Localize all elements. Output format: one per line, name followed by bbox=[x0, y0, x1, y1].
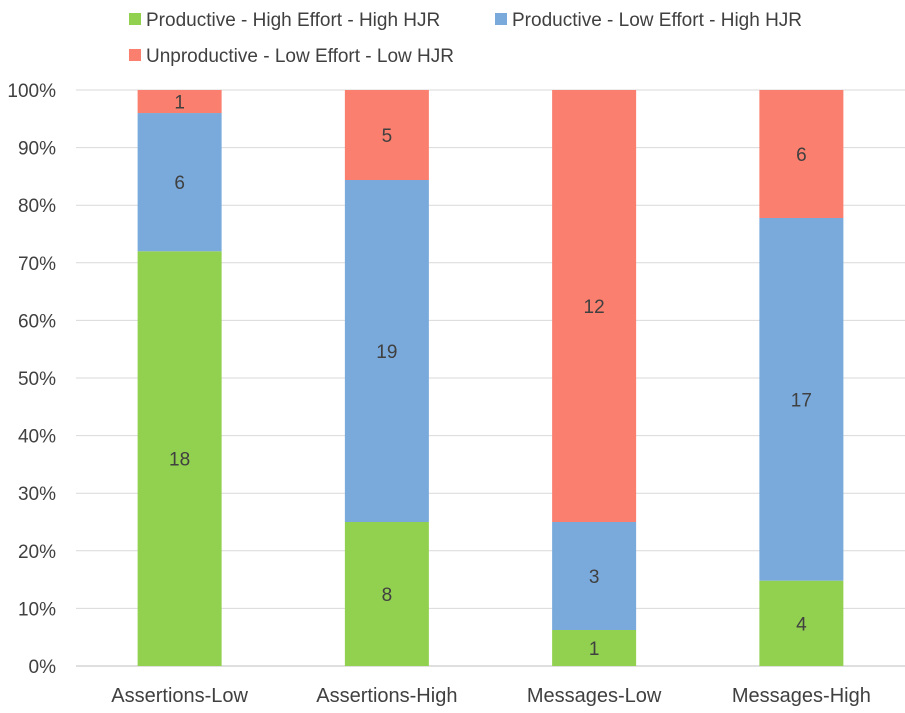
y-tick-label: 10% bbox=[18, 599, 56, 620]
legend-label: Unproductive - Low Effort - Low HJR bbox=[146, 46, 454, 67]
data-label: 8 bbox=[382, 585, 393, 606]
x-tick-label: Assertions-High bbox=[316, 685, 457, 707]
bar-segment bbox=[759, 218, 844, 581]
data-label: 6 bbox=[796, 145, 807, 166]
x-axis: Assertions-Low Assertions-High Messages-Lo… bbox=[111, 685, 871, 707]
bar-segment bbox=[552, 630, 637, 666]
y-tick-label: 0% bbox=[29, 657, 57, 678]
data-label: 4 bbox=[796, 614, 807, 635]
data-label: 1 bbox=[174, 93, 185, 114]
data-label: 18 bbox=[169, 450, 190, 471]
legend-label: Productive - High Effort - High HJR bbox=[146, 10, 440, 31]
y-tick-label: 70% bbox=[18, 254, 56, 275]
bar-segment bbox=[344, 522, 429, 666]
bar-segment bbox=[759, 580, 844, 666]
y-tick-label: 100% bbox=[7, 81, 56, 102]
y-tick-label: 20% bbox=[18, 542, 56, 563]
legend-swatch bbox=[495, 13, 507, 25]
y-axis: 0% 10% 20% 30% 40% 50% 60% 70% 80% 90% 100% bbox=[7, 81, 56, 678]
bar-segment bbox=[759, 90, 844, 218]
y-tick-label: 50% bbox=[18, 369, 56, 390]
bar-segment bbox=[344, 90, 429, 180]
data-label: 19 bbox=[376, 342, 397, 363]
x-tick-label: Messages-Low bbox=[527, 685, 662, 707]
bar-segment bbox=[552, 90, 637, 522]
legend-item: Productive - High Effort - High HJR bbox=[129, 10, 440, 31]
data-label: 1 bbox=[589, 639, 600, 660]
data-label: 3 bbox=[589, 567, 600, 588]
legend-item: Unproductive - Low Effort - Low HJR bbox=[129, 46, 454, 67]
bar-segment bbox=[344, 180, 429, 522]
legend-label: Productive - Low Effort - High HJR bbox=[512, 10, 802, 31]
legend-item: Productive - Low Effort - High HJR bbox=[495, 10, 802, 31]
data-label: 12 bbox=[584, 297, 605, 318]
y-tick-label: 90% bbox=[18, 139, 56, 160]
y-tick-label: 60% bbox=[18, 311, 56, 332]
data-label: 17 bbox=[791, 390, 812, 411]
bar-segment bbox=[137, 90, 222, 114]
y-tick-label: 80% bbox=[18, 196, 56, 217]
bar-segment bbox=[137, 113, 222, 252]
y-tick-label: 40% bbox=[18, 427, 56, 448]
x-tick-label: Messages-High bbox=[732, 685, 871, 707]
x-tick-label: Assertions-Low bbox=[111, 685, 248, 707]
y-tick-label: 30% bbox=[18, 484, 56, 505]
bar-segment bbox=[552, 522, 637, 630]
legend-swatch bbox=[129, 13, 141, 25]
bar-segment bbox=[137, 251, 222, 666]
legend-swatch bbox=[129, 49, 141, 61]
legend: Productive - High Effort - High HJR Produ… bbox=[129, 10, 802, 67]
data-label: 5 bbox=[382, 126, 393, 147]
data-label: 6 bbox=[174, 173, 185, 194]
